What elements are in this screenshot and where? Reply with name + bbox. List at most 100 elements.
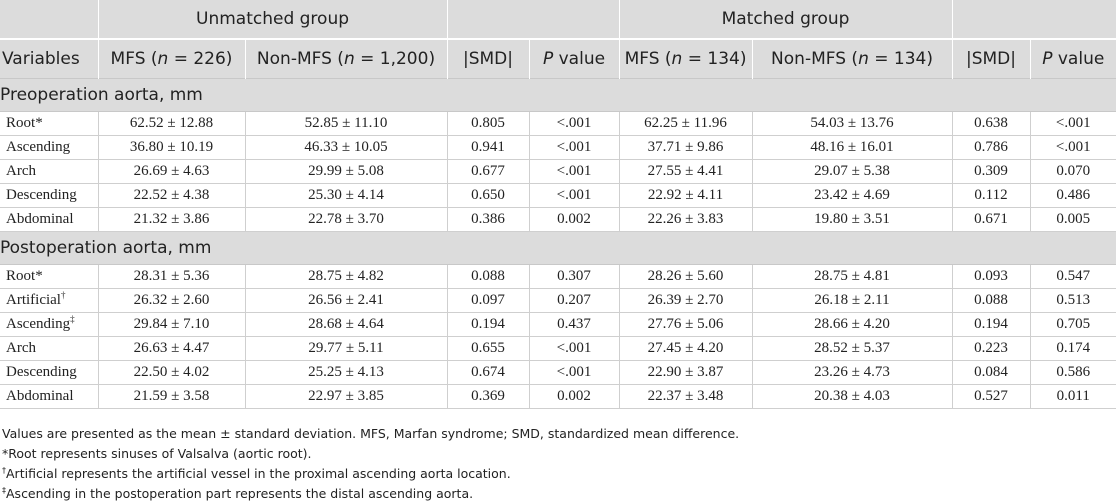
mfs-matched-cell: 22.90 ± 3.87 xyxy=(619,360,753,385)
non-mfs-unmatched-cell: 46.33 ± 10.05 xyxy=(245,135,448,160)
non-mfs-matched-header: Non-MFS (n = 134) xyxy=(752,39,953,79)
variable-label: Root xyxy=(6,115,36,131)
smd-matched-cell: 0.309 xyxy=(952,159,1031,184)
section-header-row: Postoperation aorta, mm xyxy=(0,231,1116,265)
table-row: Root* 62.52 ± 12.88 52.85 ± 11.10 0.805 <.00… xyxy=(0,111,1116,136)
footnote-ascending: ‡Ascending in the postoperation part rep… xyxy=(2,485,474,501)
table-row: Root* 28.31 ± 5.36 28.75 ± 4.82 0.088 0.307 2… xyxy=(0,264,1116,289)
p-matched-cell: 0.586 xyxy=(1030,360,1116,385)
mfs-matched-cell: 27.76 ± 5.06 xyxy=(619,312,753,337)
mfs-unmatched-header: MFS (n = 226) xyxy=(98,39,246,79)
p-unmatched-cell: <.001 xyxy=(529,111,620,136)
p-unmatched-cell: 0.307 xyxy=(529,264,620,289)
table-row: Descending 22.50 ± 4.02 25.25 ± 4.13 0.674 <… xyxy=(0,360,1116,385)
p-unmatched-cell: 0.207 xyxy=(529,288,620,313)
non-mfs-unmatched-cell: 28.75 ± 4.82 xyxy=(245,264,448,289)
mfs-unmatched-cell: 22.50 ± 4.02 xyxy=(98,360,246,385)
smd-matched-cell: 0.093 xyxy=(952,264,1031,289)
unmatched-group-header: Unmatched group xyxy=(98,0,448,40)
variable-label-cell: Abdominal xyxy=(0,207,99,232)
column-header-row: Variables MFS (n = 226) Non-MFS (n = 1,2… xyxy=(0,39,1116,79)
mfs-matched-header: MFS (n = 134) xyxy=(619,39,753,79)
table-row: Ascending‡ 29.84 ± 7.10 28.68 ± 4.64 0.194 0… xyxy=(0,312,1116,337)
table-row: Artificial† 26.32 ± 2.60 26.56 ± 2.41 0.097… xyxy=(0,288,1116,313)
smd-unmatched-cell: 0.805 xyxy=(447,111,530,136)
p-matched-cell: 0.011 xyxy=(1030,384,1116,409)
table-row: Ascending 36.80 ± 10.19 46.33 ± 10.05 0.941… xyxy=(0,135,1116,160)
non-mfs-unmatched-cell: 28.68 ± 4.64 xyxy=(245,312,448,337)
footnote-root: *Root represents sinuses of Valsalva (ao… xyxy=(2,446,312,461)
variable-label-cell: Root* xyxy=(0,264,99,289)
variable-label: Arch xyxy=(6,340,36,356)
table-row: Arch 26.63 ± 4.47 29.77 ± 5.11 0.655 <.001 27… xyxy=(0,336,1116,361)
p-unmatched-cell: <.001 xyxy=(529,159,620,184)
smd-unmatched-cell: 0.194 xyxy=(447,312,530,337)
non-mfs-unmatched-cell: 25.25 ± 4.13 xyxy=(245,360,448,385)
mfs-matched-cell: 28.26 ± 5.60 xyxy=(619,264,753,289)
non-mfs-matched-cell: 26.18 ± 2.11 xyxy=(752,288,953,313)
non-mfs-unmatched-cell: 22.97 ± 3.85 xyxy=(245,384,448,409)
mfs-unmatched-cell: 62.52 ± 12.88 xyxy=(98,111,246,136)
non-mfs-unmatched-cell: 29.77 ± 5.11 xyxy=(245,336,448,361)
non-mfs-matched-cell: 28.75 ± 4.81 xyxy=(752,264,953,289)
p-unmatched-cell: <.001 xyxy=(529,360,620,385)
mfs-unmatched-cell: 29.84 ± 7.10 xyxy=(98,312,246,337)
mfs-matched-cell: 37.71 ± 9.86 xyxy=(619,135,753,160)
non-mfs-unmatched-cell: 52.85 ± 11.10 xyxy=(245,111,448,136)
non-mfs-matched-cell: 23.42 ± 4.69 xyxy=(752,183,953,208)
p-unmatched-cell: 0.002 xyxy=(529,207,620,232)
smd-unmatched-cell: 0.655 xyxy=(447,336,530,361)
variable-label-cell: Descending xyxy=(0,360,99,385)
mfs-matched-cell: 22.26 ± 3.83 xyxy=(619,207,753,232)
variable-label: Arch xyxy=(6,163,36,179)
mfs-unmatched-cell: 26.32 ± 2.60 xyxy=(98,288,246,313)
variable-label-cell: Artificial† xyxy=(0,288,99,313)
non-mfs-unmatched-cell: 22.78 ± 3.70 xyxy=(245,207,448,232)
p-matched-cell: 0.513 xyxy=(1030,288,1116,313)
variable-label: Descending xyxy=(6,187,77,203)
smd-unmatched-cell: 0.677 xyxy=(447,159,530,184)
variable-label: Descending xyxy=(6,364,77,380)
smd-unmatched-cell: 0.088 xyxy=(447,264,530,289)
section-header-row: Preoperation aorta, mm xyxy=(0,78,1116,112)
mfs-matched-cell: 27.55 ± 4.41 xyxy=(619,159,753,184)
smd-matched-cell: 0.638 xyxy=(952,111,1031,136)
mfs-unmatched-cell: 21.59 ± 3.58 xyxy=(98,384,246,409)
p-unmatched-cell: 0.437 xyxy=(529,312,620,337)
p-value-unmatched-header: P value xyxy=(529,39,620,79)
mfs-unmatched-cell: 28.31 ± 5.36 xyxy=(98,264,246,289)
matched-group-header: Matched group xyxy=(619,0,953,40)
smd-unmatched-header: |SMD| xyxy=(447,39,530,79)
p-matched-cell: 0.547 xyxy=(1030,264,1116,289)
footnote-marker: ‡ xyxy=(70,314,75,324)
variable-label: Ascending xyxy=(6,139,71,155)
table-row: Descending 22.52 ± 4.38 25.30 ± 4.14 0.650 <… xyxy=(0,183,1116,208)
smd-matched-header: |SMD| xyxy=(952,39,1031,79)
mfs-matched-cell: 22.92 ± 4.11 xyxy=(619,183,753,208)
smd-unmatched-cell: 0.674 xyxy=(447,360,530,385)
non-mfs-matched-cell: 29.07 ± 5.38 xyxy=(752,159,953,184)
variables-header: Variables xyxy=(0,39,99,79)
non-mfs-matched-cell: 28.52 ± 5.37 xyxy=(752,336,953,361)
variable-label-cell: Ascending xyxy=(0,135,99,160)
variable-label: Artificial xyxy=(6,292,61,308)
p-matched-cell: <.001 xyxy=(1030,135,1116,160)
non-mfs-unmatched-cell: 26.56 ± 2.41 xyxy=(245,288,448,313)
smd-unmatched-cell: 0.941 xyxy=(447,135,530,160)
smd-matched-cell: 0.112 xyxy=(952,183,1031,208)
mfs-matched-cell: 26.39 ± 2.70 xyxy=(619,288,753,313)
p-unmatched-cell: <.001 xyxy=(529,135,620,160)
mfs-unmatched-cell: 36.80 ± 10.19 xyxy=(98,135,246,160)
footnote-marker: † xyxy=(60,290,66,300)
smd-matched-cell: 0.527 xyxy=(952,384,1031,409)
smd-unmatched-cell: 0.097 xyxy=(447,288,530,313)
results-table: Unmatched group Matched group Variables … xyxy=(0,0,1116,409)
smd-matched-cell: 0.088 xyxy=(952,288,1031,313)
p-unmatched-cell: <.001 xyxy=(529,183,620,208)
smd-matched-cell: 0.084 xyxy=(952,360,1031,385)
table-body: Preoperation aorta, mm Root* 62.52 ± 12.88… xyxy=(0,78,1116,409)
variable-label-cell: Arch xyxy=(0,159,99,184)
p-matched-cell: 0.174 xyxy=(1030,336,1116,361)
table-row: Abdominal 21.59 ± 3.58 22.97 ± 3.85 0.369 0.… xyxy=(0,384,1116,409)
header-blank-cell xyxy=(447,0,620,40)
